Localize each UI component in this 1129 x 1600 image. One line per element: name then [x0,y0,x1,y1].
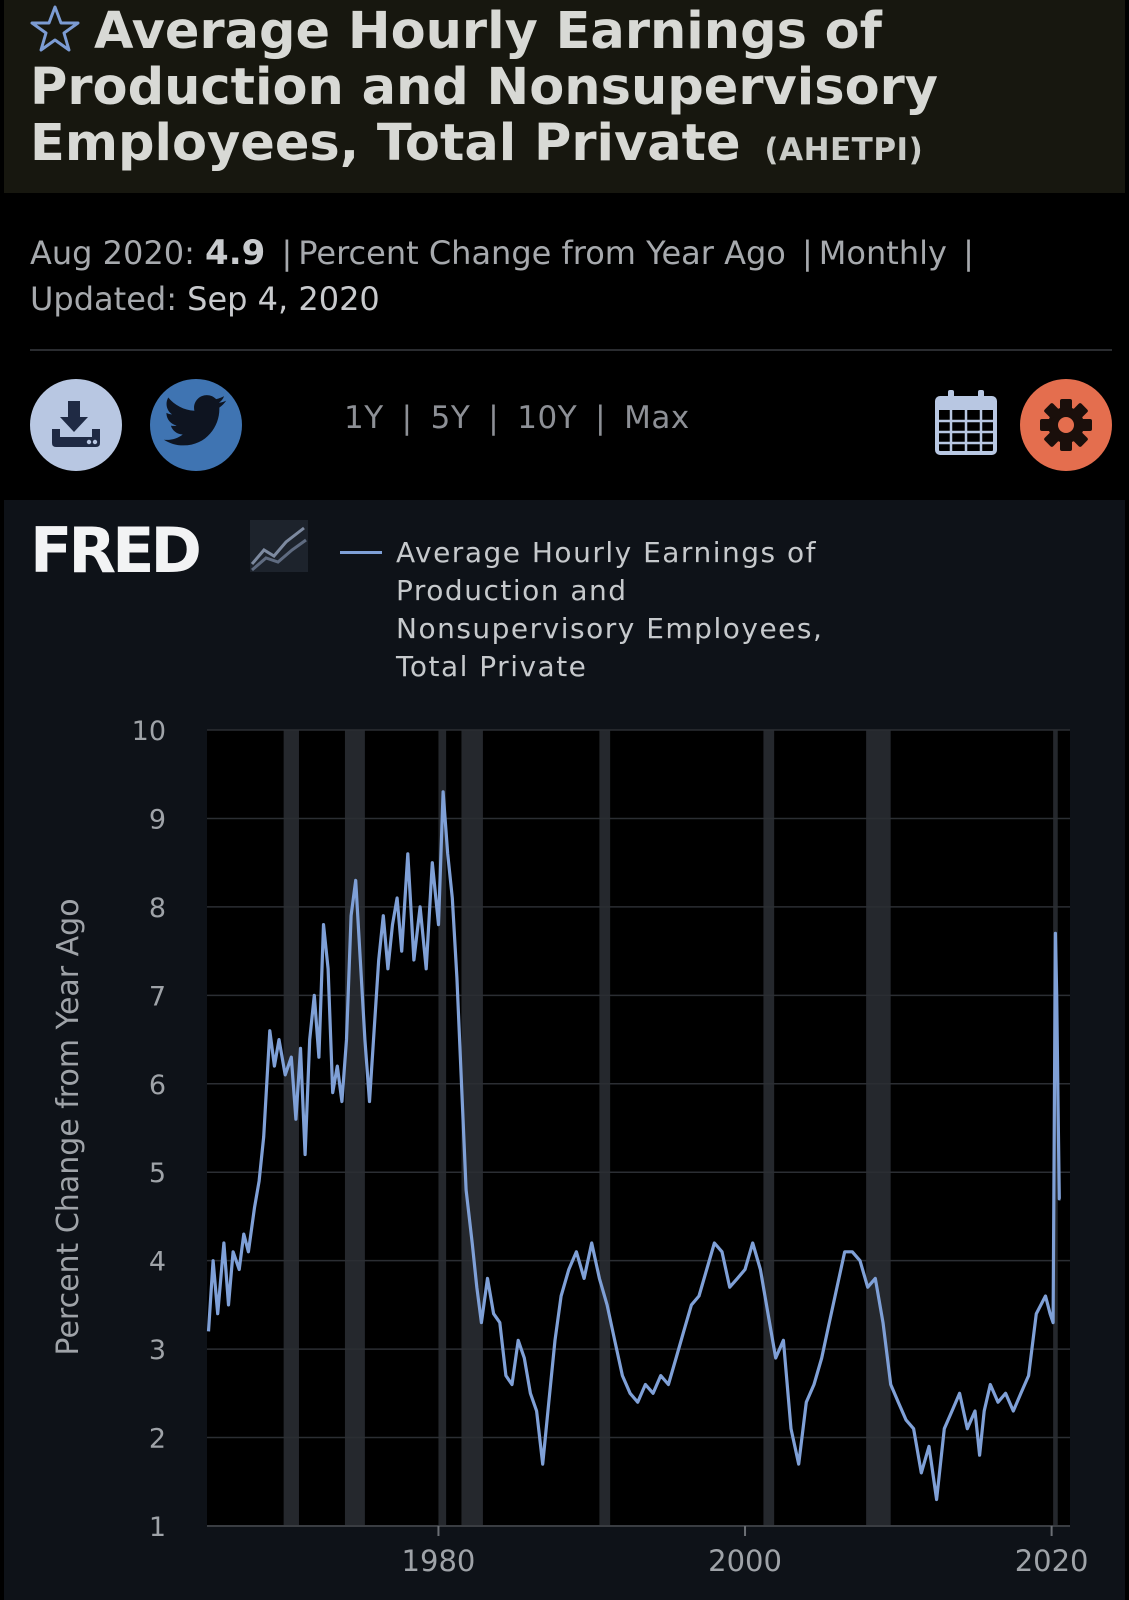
twitter-share-button[interactable] [150,379,242,471]
y-tick-label: 1 [149,1512,166,1543]
range-separator: | [401,400,413,436]
gear-icon [1040,399,1092,451]
y-axis-label: Percent Change from Year Ago [51,898,86,1355]
meta-frequency: Monthly [818,234,947,272]
recession-band [438,730,447,1526]
plot-area [207,730,1070,1526]
y-tick-label: 6 [149,1070,166,1101]
legend-swatch [340,551,382,554]
recession-band [763,730,775,1526]
series-meta: Aug 2020: 4.9 | Percent Change from Year … [30,230,1110,322]
fred-logo-text: FRED [30,520,199,582]
y-tick-label: 8 [149,893,166,924]
y-tick-label: 2 [149,1424,166,1455]
calendar-button[interactable] [934,388,998,460]
y-tick-label: 3 [149,1335,166,1366]
title-text: Average Hourly Earnings of Production an… [30,2,939,173]
y-tick-label: 9 [149,804,166,835]
range-10y[interactable]: 10Y [517,400,578,436]
x-tick-label: 2000 [708,1544,782,1578]
title-bar [4,0,1125,193]
series-id: (AHETPI) [764,132,924,168]
date-range-selector: 1Y | 5Y | 10Y | Max [344,400,690,436]
meta-units: Percent Change from Year Ago [298,234,786,272]
y-tick-label: 10 [132,716,166,747]
recession-band [599,730,611,1526]
meta-separator: | [281,234,293,272]
y-tick-label: 5 [149,1158,166,1189]
meta-updated-date: Sep 4, 2020 [187,280,380,318]
meta-updated-label: Updated: [30,280,177,318]
download-button[interactable] [30,379,122,471]
x-axis-ticks: 1980 2000 2020 [402,1526,1089,1578]
favorite-star-icon[interactable] [30,4,80,54]
x-tick-label: 2020 [1015,1544,1089,1578]
meta-value: 4.9 [205,233,266,273]
page-title: Average Hourly Earnings of Production an… [30,4,1110,178]
series-line [206,790,1061,1502]
meta-separator: | [963,234,974,272]
range-separator: | [595,400,607,436]
recession-band [283,730,299,1526]
settings-button[interactable] [1020,379,1112,471]
twitter-bird-icon [163,395,227,446]
meta-separator: | [802,234,813,272]
range-max[interactable]: Max [624,400,690,436]
fred-logo: FRED [30,514,315,587]
y-tick-label: 4 [149,1247,166,1278]
calendar-icon [935,390,997,455]
meta-period: Aug 2020: [30,234,195,272]
range-5y[interactable]: 5Y [430,400,471,436]
y-axis-ticks: 1 2 3 4 5 6 7 8 9 10 [132,716,166,1543]
range-1y[interactable]: 1Y [344,400,384,436]
recession-band [461,730,483,1526]
y-tick-label: 7 [149,981,166,1012]
fred-graph-icon [250,520,308,572]
download-icon [52,401,100,447]
legend-label: Average Hourly Earnings of Production an… [396,536,824,683]
x-tick-label: 1980 [402,1544,476,1578]
range-separator: | [488,400,500,436]
recession-band [866,730,891,1526]
recession-band [344,730,365,1526]
divider [30,349,1112,351]
